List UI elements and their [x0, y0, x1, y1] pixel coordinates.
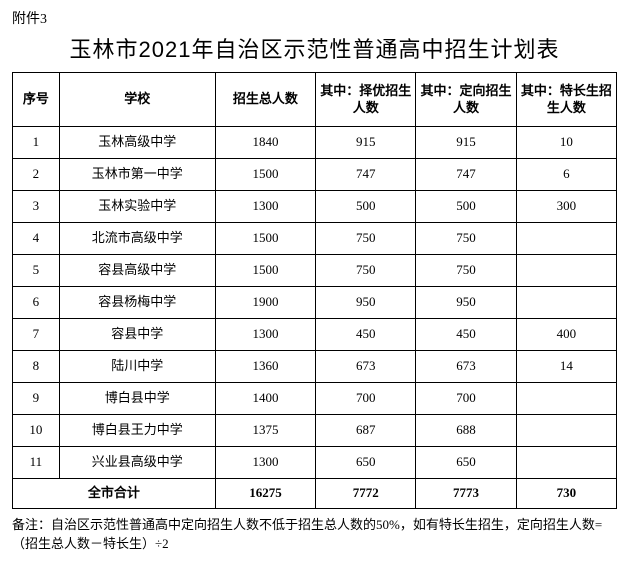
col-seq: 序号	[13, 73, 60, 127]
cell-directed: 673	[416, 351, 516, 383]
cell-special	[516, 287, 616, 319]
total-label: 全市合计	[13, 479, 216, 509]
cell-merit: 500	[316, 191, 416, 223]
cell-seq: 11	[13, 447, 60, 479]
table-row: 7容县中学1300450450400	[13, 319, 617, 351]
cell-seq: 4	[13, 223, 60, 255]
cell-seq: 5	[13, 255, 60, 287]
cell-merit: 700	[316, 383, 416, 415]
cell-school: 玉林市第一中学	[59, 159, 215, 191]
cell-special	[516, 447, 616, 479]
col-total: 招生总人数	[215, 73, 315, 127]
cell-directed: 915	[416, 127, 516, 159]
cell-school: 博白县中学	[59, 383, 215, 415]
cell-total: 1300	[215, 191, 315, 223]
cell-special	[516, 223, 616, 255]
table-row: 1玉林高级中学184091591510	[13, 127, 617, 159]
cell-total: 1500	[215, 223, 315, 255]
cell-special: 400	[516, 319, 616, 351]
cell-school: 兴业县高级中学	[59, 447, 215, 479]
cell-special: 300	[516, 191, 616, 223]
cell-directed: 688	[416, 415, 516, 447]
cell-merit: 450	[316, 319, 416, 351]
total-directed: 7773	[416, 479, 516, 509]
footnote: 备注：自治区示范性普通高中定向招生人数不低于招生总人数的50%，如有特长生招生，…	[12, 515, 617, 554]
cell-merit: 650	[316, 447, 416, 479]
cell-seq: 10	[13, 415, 60, 447]
total-merit: 7772	[316, 479, 416, 509]
cell-school: 北流市高级中学	[59, 223, 215, 255]
cell-merit: 687	[316, 415, 416, 447]
cell-total: 1900	[215, 287, 315, 319]
cell-directed: 500	[416, 191, 516, 223]
cell-special	[516, 415, 616, 447]
cell-school: 容县杨梅中学	[59, 287, 215, 319]
cell-directed: 750	[416, 255, 516, 287]
table-row: 2玉林市第一中学15007477476	[13, 159, 617, 191]
cell-directed: 750	[416, 223, 516, 255]
cell-total: 1500	[215, 255, 315, 287]
table-row: 6容县杨梅中学1900950950	[13, 287, 617, 319]
cell-directed: 950	[416, 287, 516, 319]
cell-total: 1300	[215, 319, 315, 351]
cell-merit: 747	[316, 159, 416, 191]
cell-total: 1500	[215, 159, 315, 191]
cell-total: 1375	[215, 415, 315, 447]
cell-total: 1300	[215, 447, 315, 479]
cell-merit: 673	[316, 351, 416, 383]
cell-merit: 950	[316, 287, 416, 319]
cell-seq: 3	[13, 191, 60, 223]
col-school: 学校	[59, 73, 215, 127]
cell-total: 1360	[215, 351, 315, 383]
table-header-row: 序号 学校 招生总人数 其中：择优招生人数 其中：定向招生人数 其中：特长生招生…	[13, 73, 617, 127]
table-row: 11兴业县高级中学1300650650	[13, 447, 617, 479]
table-row: 5容县高级中学1500750750	[13, 255, 617, 287]
col-directed: 其中：定向招生人数	[416, 73, 516, 127]
cell-school: 博白县王力中学	[59, 415, 215, 447]
total-total: 16275	[215, 479, 315, 509]
total-row: 全市合计1627577727773730	[13, 479, 617, 509]
cell-seq: 8	[13, 351, 60, 383]
cell-school: 容县高级中学	[59, 255, 215, 287]
table-row: 10博白县王力中学1375687688	[13, 415, 617, 447]
table-row: 8陆川中学136067367314	[13, 351, 617, 383]
cell-special: 14	[516, 351, 616, 383]
cell-directed: 700	[416, 383, 516, 415]
cell-merit: 750	[316, 223, 416, 255]
cell-seq: 6	[13, 287, 60, 319]
cell-total: 1400	[215, 383, 315, 415]
cell-seq: 1	[13, 127, 60, 159]
cell-merit: 750	[316, 255, 416, 287]
col-merit: 其中：择优招生人数	[316, 73, 416, 127]
page-title: 玉林市2021年自治区示范性普通高中招生计划表	[12, 32, 617, 64]
cell-special	[516, 255, 616, 287]
cell-directed: 450	[416, 319, 516, 351]
cell-total: 1840	[215, 127, 315, 159]
cell-merit: 915	[316, 127, 416, 159]
enrollment-table: 序号 学校 招生总人数 其中：择优招生人数 其中：定向招生人数 其中：特长生招生…	[12, 72, 617, 509]
cell-directed: 747	[416, 159, 516, 191]
col-special: 其中：特长生招生人数	[516, 73, 616, 127]
cell-seq: 2	[13, 159, 60, 191]
table-row: 4北流市高级中学1500750750	[13, 223, 617, 255]
cell-special: 6	[516, 159, 616, 191]
cell-seq: 7	[13, 319, 60, 351]
cell-directed: 650	[416, 447, 516, 479]
cell-school: 玉林实验中学	[59, 191, 215, 223]
table-row: 3玉林实验中学1300500500300	[13, 191, 617, 223]
cell-seq: 9	[13, 383, 60, 415]
cell-school: 陆川中学	[59, 351, 215, 383]
attachment-label: 附件3	[12, 8, 617, 28]
total-special: 730	[516, 479, 616, 509]
cell-special	[516, 383, 616, 415]
cell-school: 容县中学	[59, 319, 215, 351]
cell-special: 10	[516, 127, 616, 159]
table-row: 9博白县中学1400700700	[13, 383, 617, 415]
cell-school: 玉林高级中学	[59, 127, 215, 159]
